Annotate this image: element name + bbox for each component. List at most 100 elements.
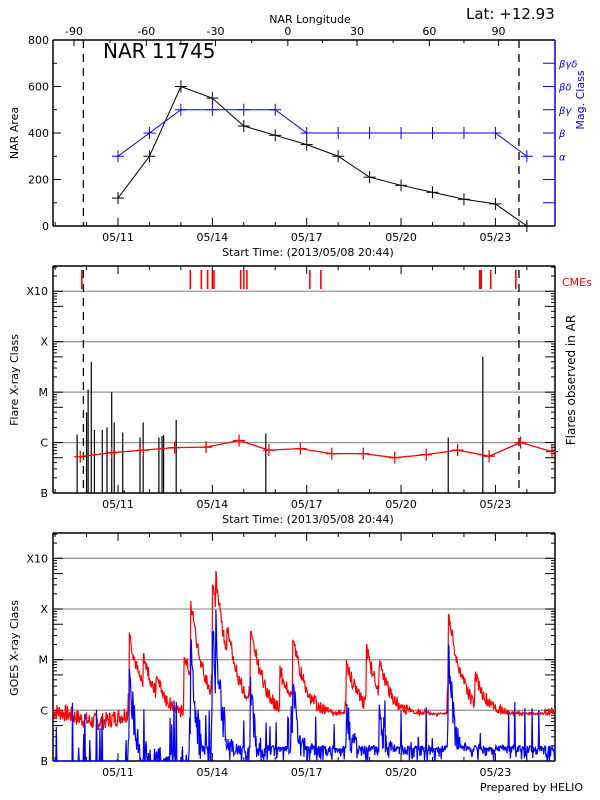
x-tick-label: 05/23 <box>480 231 512 244</box>
mean-class-point <box>137 444 150 457</box>
y-tick-label: 200 <box>28 174 49 187</box>
mag-class-point <box>332 127 345 139</box>
x-tick-label: 05/17 <box>291 498 323 511</box>
y2-tick-label: βγδ <box>558 59 577 70</box>
mag-class-point <box>395 127 408 139</box>
y-tick-label: M <box>39 654 49 667</box>
x-tick-label: 05/11 <box>102 231 134 244</box>
mag-class-point <box>457 127 470 139</box>
area-point <box>300 138 313 151</box>
top-tick-label: -30 <box>207 25 225 38</box>
mean-class-point <box>451 444 464 457</box>
y-tick-label: C <box>40 704 48 717</box>
x-axis-label-1: Start Time: (2013/05/08 20:44) <box>222 246 394 259</box>
y-tick-label: B <box>40 755 48 768</box>
y-tick-label: 0 <box>42 220 49 233</box>
mean-class-point <box>233 434 246 447</box>
mag-class-point <box>237 103 250 116</box>
y-axis-label-2: Flare X-ray Class <box>8 334 21 426</box>
mag-class-point <box>269 103 282 116</box>
latitude-annotation: Lat: +12.93 <box>466 5 555 23</box>
area-point <box>143 150 156 163</box>
x-tick-label: 05/20 <box>385 498 417 511</box>
y-tick-label: X <box>40 603 48 616</box>
mean-class-point <box>546 445 559 458</box>
y2-tick-label: β <box>558 129 566 140</box>
mean-class-point <box>200 441 213 454</box>
mag-class-point <box>174 103 187 116</box>
x-tick-label: 05/14 <box>196 231 228 244</box>
x-tick-label: 05/11 <box>102 766 134 779</box>
area-point <box>332 150 345 163</box>
top-tick-label: 60 <box>422 25 436 38</box>
x-tick-label: 05/20 <box>385 766 417 779</box>
y-tick-label: 600 <box>28 81 49 94</box>
mag-class-point <box>363 127 376 139</box>
y-tick-label: X10 <box>26 552 48 565</box>
top-tick-label: 30 <box>350 25 364 38</box>
mean-class-line <box>80 439 553 459</box>
mag-class-point <box>143 127 156 139</box>
y-axis-label-3: GOES X-ray Class <box>8 600 21 696</box>
x-tick-label: 05/11 <box>102 498 134 511</box>
x-tick-label: 05/23 <box>480 766 512 779</box>
area-point <box>489 197 502 210</box>
mean-class-point <box>105 446 118 459</box>
mean-class-point <box>388 451 401 464</box>
area-point <box>457 193 470 206</box>
mag-class-point <box>300 127 313 139</box>
y-tick-label: C <box>40 437 48 450</box>
y2-tick-label: βγ <box>558 106 572 117</box>
x-tick-label: 05/14 <box>196 766 228 779</box>
area-point <box>174 80 187 93</box>
panel-goes-xray: B C M X X10 05/11 05/14 05/17 05/20 05/23 <box>26 532 556 779</box>
mean-class-point <box>420 448 433 461</box>
area-point <box>426 186 439 199</box>
y2-tick-label: βδ <box>558 83 572 94</box>
top-tick-label: -90 <box>65 25 83 38</box>
panel-flare-class: B C M X X10 05/11 05/14 05/17 05/20 05/23 <box>26 265 559 511</box>
top-tick-label: -60 <box>137 25 155 38</box>
x-tick-label: 05/20 <box>385 231 417 244</box>
mean-class-point <box>325 447 338 460</box>
mag-class-point <box>489 127 502 139</box>
mean-class-point <box>514 436 527 449</box>
panel-title: NAR 11745 <box>103 39 216 63</box>
y2-tick-label: α <box>559 152 566 163</box>
mean-class-point <box>483 450 496 463</box>
top-tick-label: 90 <box>492 25 506 38</box>
mean-class-point <box>357 447 370 460</box>
footer-credit: Prepared by HELIO <box>480 781 583 794</box>
mag-class-point <box>206 103 219 116</box>
area-point <box>206 92 219 105</box>
y-tick-label: 800 <box>28 34 49 47</box>
area-point <box>520 220 533 232</box>
mag-class-point <box>520 150 533 163</box>
y2-axis-label-2: Flares observed in AR <box>564 315 578 445</box>
x-axis-label-2: Start Time: (2013/05/08 20:44) <box>222 513 394 526</box>
mag-class-point <box>112 150 124 163</box>
area-line <box>117 85 528 227</box>
top-tick-label: 0 <box>284 25 291 38</box>
goes-short-curve <box>53 609 556 763</box>
mean-class-point <box>262 444 275 457</box>
mean-class-point <box>74 450 87 463</box>
x-tick-label: 05/17 <box>291 231 323 244</box>
cme-label: CMEs <box>562 276 592 289</box>
y-axis-label-1: NAR Area <box>8 107 21 159</box>
top-axis-label: NAR Longitude <box>269 13 351 26</box>
y-tick-label: M <box>39 386 49 399</box>
area-point <box>112 192 124 205</box>
goes-long-curve <box>52 570 556 731</box>
y-tick-label: B <box>40 487 48 500</box>
mean-class-point <box>168 441 181 454</box>
y-tick-label: X10 <box>26 285 48 298</box>
area-point <box>395 179 408 192</box>
area-point <box>269 129 282 142</box>
y-tick-label: X <box>40 336 48 349</box>
y-tick-label: 400 <box>28 127 49 140</box>
x-tick-label: 05/23 <box>480 498 512 511</box>
area-point <box>237 120 250 133</box>
